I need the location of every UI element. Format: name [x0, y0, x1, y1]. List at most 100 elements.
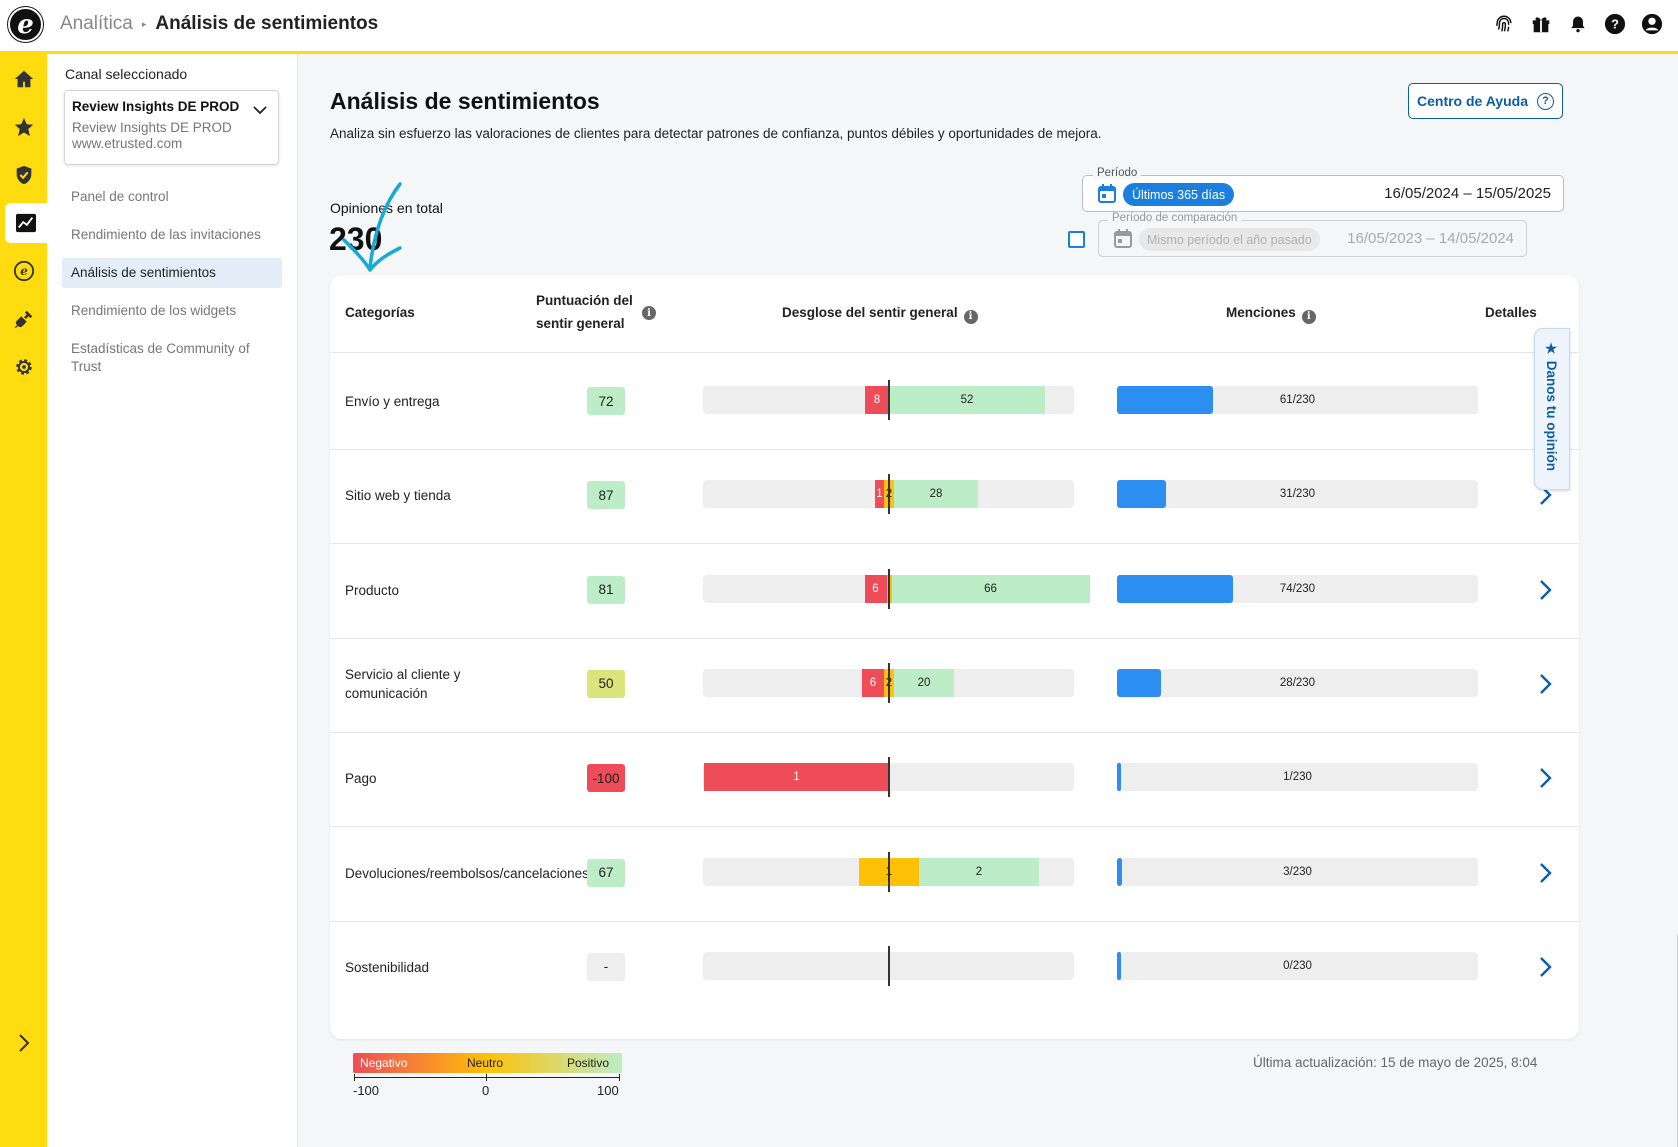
nav-item-community-of-trust[interactable]: Estadísticas de Community of Trust	[71, 341, 250, 374]
negative-segment: 1	[875, 480, 884, 509]
mentions-label: 61/230	[1279, 394, 1316, 406]
bell-icon[interactable]	[1566, 12, 1590, 36]
sentiment-table: Categorías Puntuación del sentir general…	[330, 275, 1579, 1039]
info-icon[interactable]: i	[963, 309, 978, 324]
channel-name: Review Insights DE PROD	[72, 99, 240, 114]
feedback-tab[interactable]: ★ Danos tu opinión	[1534, 328, 1570, 490]
period-chip[interactable]: Últimos 365 días	[1123, 183, 1235, 206]
mentions-fill	[1117, 951, 1121, 980]
mentions-bar: 28/230	[1117, 668, 1478, 697]
details-chevron-icon[interactable]	[1533, 578, 1557, 602]
negative-segment: 6	[864, 574, 887, 603]
zero-line	[888, 474, 890, 515]
positive-segment: 66	[891, 574, 1090, 603]
nav-item-sentiment-analysis[interactable]: Análisis de sentimientos	[62, 258, 282, 288]
positive-segment: 20	[894, 668, 954, 697]
analytics-icon[interactable]	[5, 203, 47, 243]
sentiment-breakdown-bar	[703, 945, 1074, 986]
account-icon[interactable]	[1640, 12, 1664, 36]
table-row[interactable]: Sostenibilidad - 0/230	[330, 919, 1579, 1016]
mentions-label: 1/230	[1283, 771, 1312, 784]
chevron-right-icon[interactable]	[0, 1023, 47, 1063]
channel-label: Canal seleccionado	[65, 66, 188, 82]
mentions-label: 28/230	[1279, 676, 1316, 689]
table-row[interactable]: Servicio al cliente y comunicación 50 6220…	[330, 636, 1579, 733]
comparison-label: Período de comparación	[1108, 212, 1242, 224]
svg-text:?: ?	[1611, 17, 1619, 32]
calendar-icon	[1098, 184, 1116, 208]
shield-icon[interactable]	[0, 155, 47, 195]
breadcrumb-current: Análisis de sentimientos	[155, 13, 379, 34]
category-name: Pago	[345, 771, 377, 787]
nav-item-invitation-performance[interactable]: Rendimiento de las invitaciones	[71, 227, 261, 242]
sentiment-breakdown-bar: 1228	[703, 474, 1074, 515]
sentiment-breakdown-bar: 1	[703, 757, 1074, 798]
etrusted-logo[interactable]: e	[8, 7, 43, 42]
header-categories: Categorías	[345, 305, 415, 320]
mentions-fill	[1117, 574, 1234, 603]
table-row[interactable]: Envío y entrega 72 8 52 61/230	[330, 353, 1579, 450]
legend-mid: 0	[482, 1083, 490, 1098]
header-breakdown: Desglose del sentir general i	[782, 301, 978, 324]
gift-icon[interactable]	[1529, 12, 1553, 36]
legend-max: 100	[597, 1083, 619, 1098]
legend-negative: Negativo	[360, 1056, 408, 1070]
gear-icon[interactable]	[0, 347, 47, 387]
sentiment-score: -	[587, 952, 625, 981]
negative-segment: 8	[865, 386, 889, 414]
negative-segment: 6	[862, 668, 884, 697]
nav-item-widget-performance[interactable]: Rendimiento de los widgets	[71, 303, 237, 318]
details-chevron-icon[interactable]	[1533, 766, 1557, 790]
top-bar: e Analítica ▸ Análisis de sentimientos ?	[0, 0, 1678, 54]
legend-gradient: Negativo Neutro Positivo	[353, 1053, 622, 1073]
legend-tick	[486, 1074, 487, 1081]
details-chevron-icon[interactable]	[1533, 861, 1557, 885]
etrusted-icon[interactable]: e	[0, 251, 47, 291]
legend-min: -100	[353, 1083, 380, 1098]
feedback-tab-label: ★ Danos tu opinión	[1544, 341, 1559, 471]
annotation-arrow-icon	[342, 182, 402, 272]
mentions-bar: 1/230	[1117, 763, 1478, 792]
info-icon[interactable]: i	[1301, 309, 1316, 324]
mentions-bar: 31/230	[1117, 480, 1478, 509]
help-center-label: Centro de Ayuda	[1417, 93, 1528, 109]
header-breakdown-label: Desglose del sentir general	[782, 305, 958, 320]
breadcrumb-parent[interactable]: Analítica	[60, 13, 133, 34]
comparison-period-selector[interactable]: Período de comparación Mismo período el …	[1098, 212, 1527, 257]
details-chevron-icon[interactable]	[1533, 955, 1557, 979]
header-details: Detalles	[1485, 305, 1537, 320]
mentions-fill	[1117, 668, 1162, 697]
category-name: Producto	[345, 582, 400, 598]
plug-icon[interactable]	[0, 299, 47, 339]
fingerprint-icon[interactable]	[1492, 12, 1516, 36]
sentiment-score: 72	[587, 387, 625, 415]
mentions-label: 31/230	[1279, 488, 1316, 501]
info-icon[interactable]: i	[642, 306, 656, 320]
help-icon[interactable]: ?	[1603, 12, 1627, 36]
mentions-fill	[1117, 480, 1166, 509]
zero-line	[888, 757, 890, 798]
mentions-bar: 3/230	[1117, 857, 1478, 886]
table-row[interactable]: Sitio web y tienda 87 1228 31/230	[330, 447, 1579, 545]
header-score-label: Puntuación del sentir general	[536, 293, 633, 331]
period-selector[interactable]: Período Últimos 365 días 16/05/2024 – 15…	[1082, 167, 1564, 212]
zero-line	[888, 851, 890, 892]
mentions-fill	[1117, 386, 1213, 414]
home-icon[interactable]	[0, 59, 47, 99]
nav-item-dashboard[interactable]: Panel de control	[71, 189, 169, 204]
sentiment-score: 81	[587, 575, 625, 604]
sentiment-score: -100	[587, 764, 625, 793]
star-icon[interactable]	[0, 107, 47, 147]
table-row[interactable]: Pago -100 1 1/230	[330, 730, 1579, 828]
header-mentions: Menciones i	[1226, 301, 1316, 324]
table-row[interactable]: Producto 81 6 66 74/230	[330, 542, 1579, 639]
comparison-checkbox[interactable]	[1068, 231, 1085, 248]
mentions-bar: 0/230	[1117, 951, 1478, 980]
sentiment-score: 67	[587, 858, 625, 887]
help-center-button[interactable]: Centro de Ayuda ?	[1408, 83, 1563, 119]
details-chevron-icon[interactable]	[1533, 672, 1557, 696]
channel-selector[interactable]: Review Insights DE PROD Review Insights …	[64, 90, 279, 165]
main-content: Análisis de sentimientos Analiza sin esf…	[298, 54, 1678, 1147]
category-name: Devoluciones/reembolsos/cancelaciones	[345, 865, 589, 881]
